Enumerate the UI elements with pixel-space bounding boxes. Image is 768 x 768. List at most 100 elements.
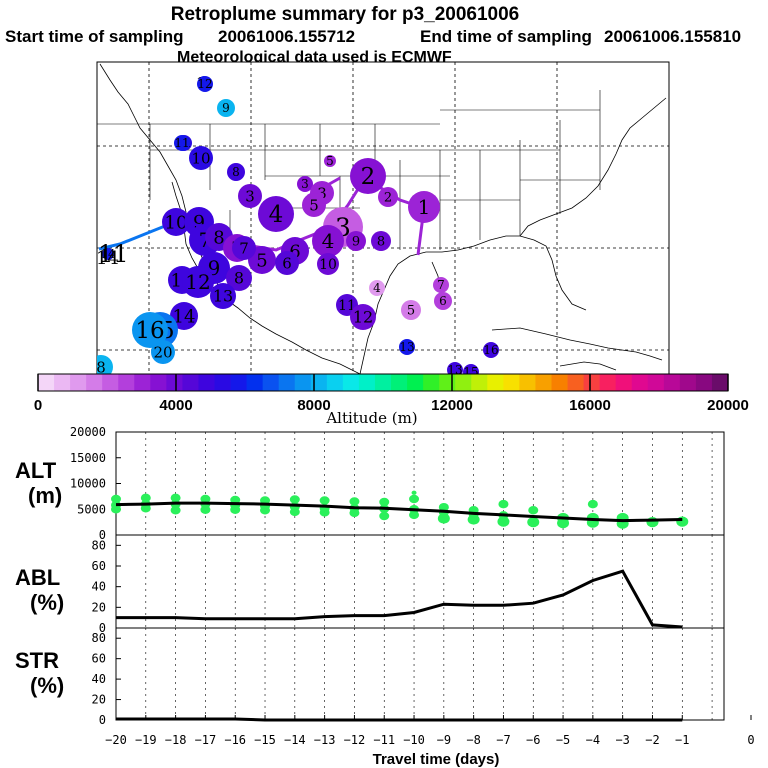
trajectory-cluster: 10 (189, 146, 213, 170)
y-tick-label: 80 (92, 538, 106, 552)
cluster-label: 13 (447, 363, 462, 377)
colorbar-swatch (535, 374, 552, 391)
colorbar-swatch (246, 374, 264, 391)
trajectory-cluster: 8 (371, 231, 391, 251)
cluster-dot (132, 312, 168, 348)
colorbar-swatch (567, 374, 584, 391)
cluster-label: 12 (353, 308, 373, 327)
colorbar-tick-label: 0 (34, 397, 42, 414)
colorbar-swatch (70, 374, 87, 391)
altitude-colorbar: 0 4000 8000 12000 16000 20000 (34, 373, 749, 414)
colorbar-tick-label: 4000 (159, 397, 192, 414)
trajectory-cluster: 5 (324, 154, 336, 168)
cluster-label: 12 (197, 77, 212, 91)
colorbar-swatch (503, 374, 520, 391)
trajectory-cluster: 4 (369, 280, 385, 296)
cluster-dot (227, 163, 245, 181)
cluster-dot (151, 340, 175, 364)
end-time-value: 20061006.155810 (604, 27, 741, 46)
trajectory-cluster: 10 (317, 253, 339, 275)
alt-scatter-point (170, 506, 181, 515)
trajectory-cluster: 2 (378, 187, 398, 207)
panel-frame (115, 534, 725, 629)
panel-unit: (%) (30, 590, 64, 615)
colorbar-swatch (583, 374, 601, 391)
colorbar-swatch (423, 374, 440, 391)
panel-abl: 0 20 40 60 80 ABL(%) (15, 534, 725, 635)
alt-scatter-point (411, 490, 417, 495)
cluster-dot (369, 280, 385, 296)
colorbar-swatch (519, 374, 536, 391)
trajectory-cluster: 5 (302, 193, 326, 217)
cluster-label: 2 (361, 164, 376, 190)
trajectory-cluster: 6 (434, 292, 452, 310)
travel-time-axis: −20 −19 −18 −17 −16 −15 −14 −13 −12 −11 −10 −9 −8 −7−… (105, 715, 755, 747)
trajectory-cluster: 9 (217, 99, 235, 117)
y-tick-label: 0 (99, 621, 106, 635)
cluster-dot (463, 364, 479, 374)
trajectory-cluster: 15 (463, 364, 479, 374)
alt-scatter-point (111, 500, 121, 510)
cluster-dot (317, 253, 339, 275)
cluster-dot (162, 208, 190, 236)
colorbar-tick-label: 16000 (569, 397, 611, 414)
cluster-label: 6 (289, 241, 300, 262)
abl-line (116, 569, 683, 629)
x-tick-label: −16 (224, 733, 246, 747)
colorbar-swatch (374, 374, 392, 391)
x-tick-label: −5 (556, 733, 570, 747)
colorbar-swatch (695, 374, 713, 391)
x-tick-label: −20 (105, 733, 127, 747)
cluster-label: 5 (407, 304, 415, 319)
trajectory-clusters: 1291110853322134534981047651112131097876… (97, 75, 499, 377)
colorbar-swatch (150, 374, 167, 391)
x-tick-label: −8 (466, 733, 480, 747)
y-tick-label: 20 (92, 600, 106, 614)
x-tick-label: −15 (254, 733, 276, 747)
cluster-dot (483, 342, 499, 358)
cluster-dot (189, 146, 213, 170)
cluster-dot (312, 225, 344, 257)
trajectory-cluster: 20 (151, 340, 175, 364)
trajectory-cluster: 2 (350, 158, 386, 194)
alt-scatter-point (437, 513, 450, 524)
trajectory-cluster: 11 (174, 135, 190, 151)
colorbar-swatch (391, 374, 408, 391)
cluster-dot (210, 283, 236, 309)
cluster-dot (97, 355, 113, 374)
alt-scatter-point (527, 517, 540, 528)
trajectory-cluster: 14 (100, 247, 116, 261)
trajectory-cluster: 5 (248, 246, 276, 274)
colorbar-swatch (278, 374, 296, 391)
x-tick-label: −10 (403, 733, 425, 747)
alt-scatter-point (379, 511, 390, 521)
y-tick-label: 60 (92, 559, 106, 573)
x-tick-label: 0 (747, 733, 754, 747)
cluster-dot (350, 304, 376, 330)
map-coastlines (99, 63, 667, 374)
x-tick-label: −7 (496, 733, 510, 747)
cluster-label: 5 (256, 250, 267, 271)
alt-scatter-point (438, 502, 449, 512)
trajectory-cluster: 12 (197, 76, 213, 92)
trajectory-cluster: 4 (312, 225, 344, 257)
trajectory-cluster: 14 (170, 302, 198, 330)
y-tick-label: 40 (92, 672, 106, 686)
cluster-label: 8 (213, 227, 224, 248)
colorbar-swatch (54, 374, 71, 391)
cluster-dot (182, 266, 214, 298)
cluster-label: 3 (317, 184, 327, 202)
colorbar-swatch (455, 374, 472, 391)
colorbar-swatch (551, 374, 568, 391)
trajectory-cluster: 8 (226, 265, 252, 291)
trajectory-cluster: 10 (162, 208, 190, 236)
colorbar-swatch (134, 374, 151, 391)
cluster-label: 8 (377, 235, 385, 250)
colorbar-swatch (358, 374, 376, 391)
trajectory-cluster: 3 (238, 184, 262, 208)
colorbar-swatch (166, 374, 183, 391)
cluster-dot (275, 251, 299, 275)
trajectory-cluster: 4 (258, 196, 294, 232)
x-tick-label: −9 (437, 733, 451, 747)
